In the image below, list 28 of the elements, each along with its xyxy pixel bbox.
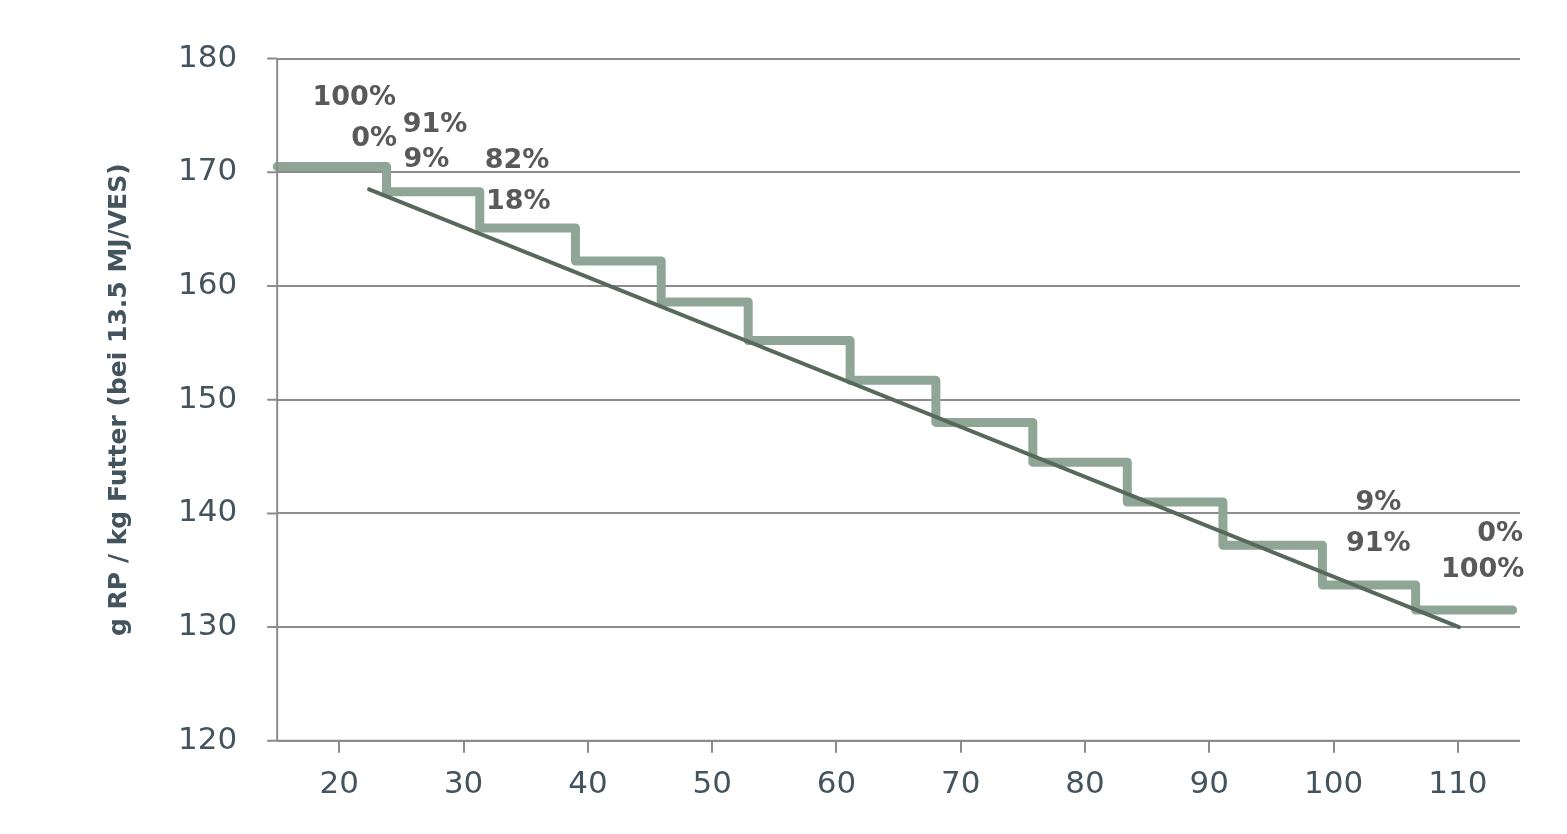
x-tick-label: 70	[941, 764, 981, 801]
annotation: 91%	[402, 106, 468, 138]
annotation: 91%	[1346, 526, 1411, 558]
y-tick-label: 170	[178, 151, 238, 188]
annotation: 0%	[1477, 516, 1524, 548]
y-tick-label: 120	[178, 719, 238, 756]
y-tick-label: 130	[178, 606, 238, 643]
x-tick-label: 90	[1189, 764, 1230, 801]
x-tick-label: 50	[692, 764, 732, 801]
annotation: 18%	[485, 183, 551, 215]
x-tick-label: 100	[1303, 764, 1364, 801]
y-tick-label: 150	[178, 378, 238, 415]
x-tick-label: 20	[319, 764, 360, 801]
annotation: 100%	[1441, 552, 1525, 584]
annotation: 0%	[351, 121, 398, 153]
x-tick-label: 30	[443, 764, 484, 801]
annotation: 100%	[312, 80, 396, 112]
annotation: 9%	[403, 141, 450, 173]
y-tick-label: 140	[178, 492, 238, 529]
x-tick-label: 110	[1428, 764, 1488, 801]
annotation: 9%	[1355, 485, 1402, 517]
x-tick-label: 80	[1065, 764, 1105, 801]
x-tick-label: 40	[568, 764, 608, 801]
x-tick-label: 60	[816, 764, 857, 801]
y-tick-label: 160	[178, 265, 238, 302]
annotation: 82%	[484, 142, 550, 174]
y-axis-title: g RP / kg Futter (bei 13.5 MJ/VES)	[102, 163, 132, 636]
y-tick-label: 180	[178, 37, 238, 74]
